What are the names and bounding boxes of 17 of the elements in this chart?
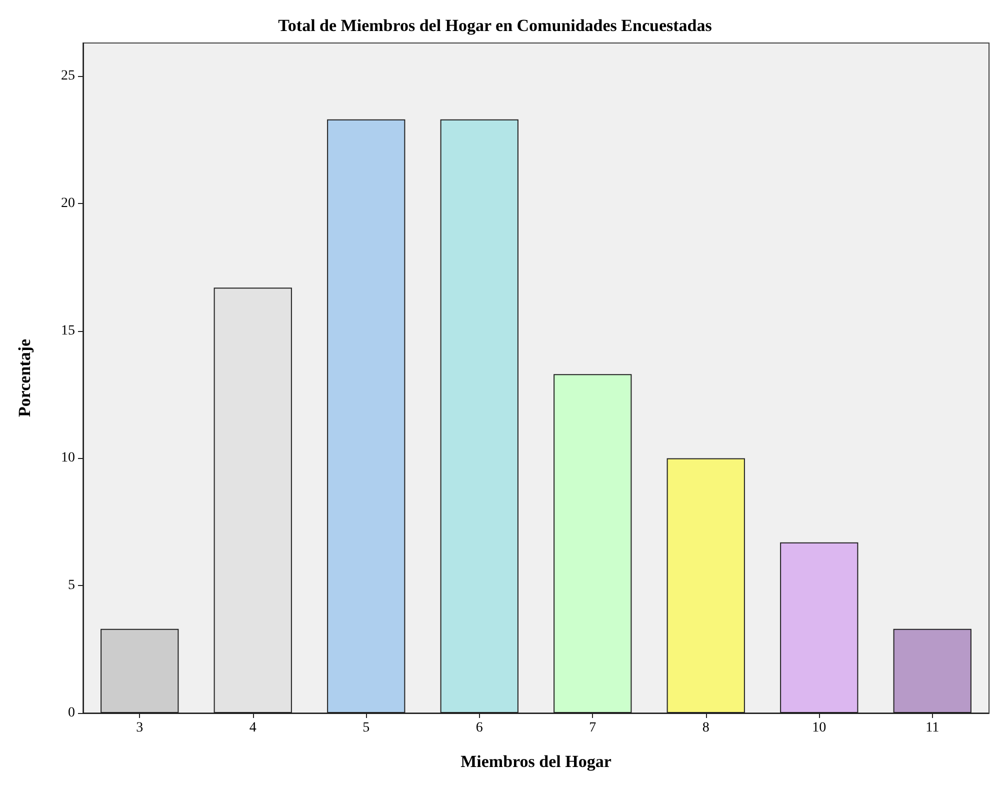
chart-title: Total de Miembros del Hogar en Comunidades Encuestadas <box>278 16 712 35</box>
y-tick-label: 0 <box>68 706 75 720</box>
x-tick-label: 6 <box>476 720 483 736</box>
x-tick-label: 8 <box>702 720 710 736</box>
x-axis-title: Miembros del Hogar <box>460 752 612 771</box>
x-tick-label: 7 <box>589 720 596 736</box>
y-tick-label: 5 <box>68 578 75 594</box>
x-tick-label: 11 <box>926 720 940 736</box>
y-tick-label: 25 <box>61 68 75 84</box>
x-tick-label: 3 <box>136 720 144 736</box>
x-tick-label: 10 <box>812 720 826 736</box>
y-tick-label: 15 <box>61 323 75 338</box>
y-tick-label: 20 <box>61 196 75 211</box>
y-tick-label: 10 <box>61 450 75 466</box>
x-tick-label: 5 <box>362 720 370 736</box>
x-tick-label: 4 <box>249 720 256 736</box>
y-axis-title: Porcentaje <box>15 338 34 418</box>
